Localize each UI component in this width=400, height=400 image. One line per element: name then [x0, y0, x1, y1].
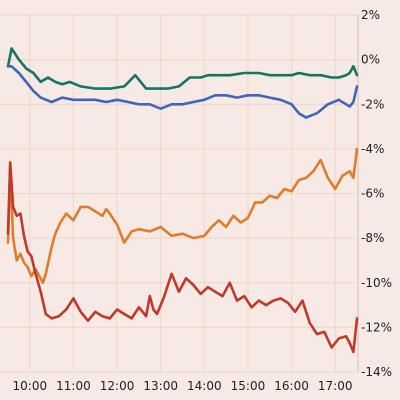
y-tick-label: -12% [361, 320, 392, 334]
y-tick-label: -6% [361, 187, 384, 201]
y-tick-label: -2% [361, 97, 384, 111]
grid [0, 14, 359, 373]
x-tick-label: 13:00 [143, 379, 178, 393]
y-tick-label: -10% [361, 276, 392, 290]
x-axis-ticks: 10:00 11:00 12:00 13:00 14:00 15:00 16:00 17:00 [13, 379, 353, 393]
series-group [6, 47, 359, 354]
y-tick-label: -8% [361, 231, 384, 245]
y-axis-ticks: 2% 0% -2% -4% -6% -8% -10% -12% -14% [361, 8, 392, 379]
series-line-3 [6, 147, 359, 285]
series-line-1 [6, 47, 359, 90]
x-tick-label: 12:00 [100, 379, 135, 393]
y-tick-label: -4% [361, 142, 384, 156]
series-line-2 [6, 65, 359, 119]
y-tick-label: -14% [361, 365, 392, 379]
y-tick-label: 2% [361, 8, 380, 22]
x-tick-label: 15:00 [231, 379, 266, 393]
x-tick-label: 17:00 [318, 379, 353, 393]
x-tick-label: 14:00 [187, 379, 222, 393]
series-line-4 [6, 161, 359, 354]
x-tick-label: 16:00 [274, 379, 309, 393]
x-tick-label: 10:00 [13, 379, 48, 393]
y-tick-label: 0% [361, 53, 380, 67]
x-tick-label: 11:00 [56, 379, 91, 393]
